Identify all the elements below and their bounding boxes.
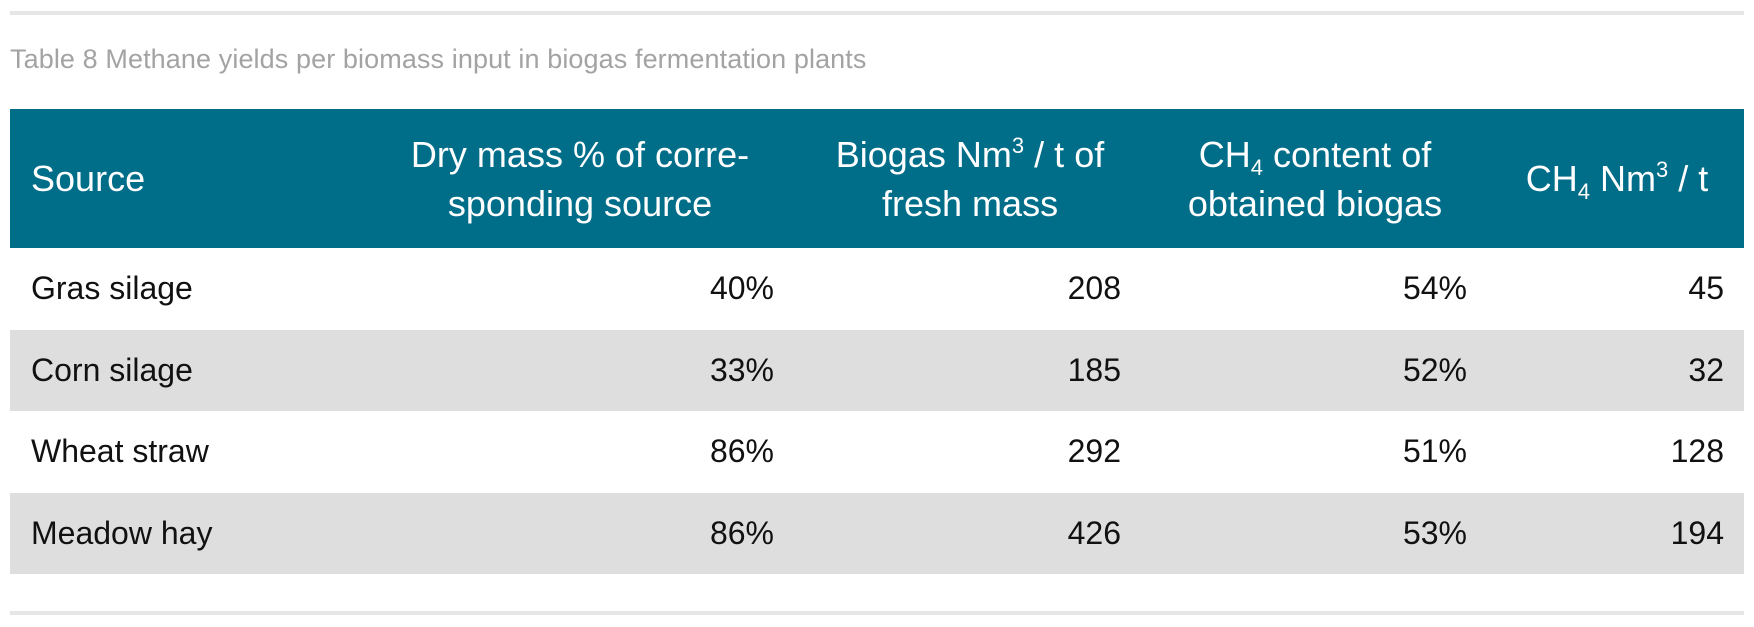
cell-biogas: 426 [1067,514,1121,551]
table-header: Source Dry mass % of corre-sponding sour… [10,109,1744,248]
bottom-divider [10,611,1744,615]
table-caption: Table 8 Methane yields per biomass input… [10,44,867,74]
cell-dry-mass: 86% [709,433,774,469]
cell-source: Wheat straw [31,433,209,469]
table-row: Corn silage 33% 185 52% 32 [10,329,1744,411]
header-source: Source [31,158,146,199]
cell-dry-mass: 40% [709,270,774,306]
cell-ch4-content: 54% [1402,270,1467,306]
cell-ch4-yield: 128 [1670,433,1724,469]
table-row: Meadow hay 86% 426 53% 194 [10,492,1744,574]
table-row: Gras silage 40% 208 54% 45 [10,248,1744,330]
cell-ch4-content: 53% [1402,514,1467,551]
cell-ch4-yield: 194 [1670,514,1724,551]
cell-biogas: 185 [1067,351,1121,388]
header-ch4-content: CH4 content of obtained biogas [1187,133,1443,224]
top-divider [10,11,1744,15]
cell-dry-mass: 33% [709,351,774,388]
cell-biogas: 208 [1067,270,1121,306]
cell-dry-mass: 86% [709,514,774,551]
header-dry-mass: Dry mass % of corre-sponding source [410,133,750,224]
cell-source: Gras silage [31,270,193,306]
cell-biogas: 292 [1067,433,1121,469]
cell-source: Meadow hay [31,514,213,551]
cell-source: Corn silage [31,351,193,388]
methane-yields-table: Source Dry mass % of corre-sponding sour… [10,109,1744,574]
cell-ch4-yield: 45 [1688,270,1724,306]
header-biogas: Biogas Nm3 / t of fresh mass [835,132,1105,224]
cell-ch4-content: 51% [1402,433,1467,469]
cell-ch4-content: 52% [1402,351,1467,388]
header-ch4-yield: CH4 Nm3 / t [1525,157,1709,204]
table-row: Wheat straw 86% 292 51% 128 [10,411,1744,493]
cell-ch4-yield: 32 [1688,351,1724,388]
